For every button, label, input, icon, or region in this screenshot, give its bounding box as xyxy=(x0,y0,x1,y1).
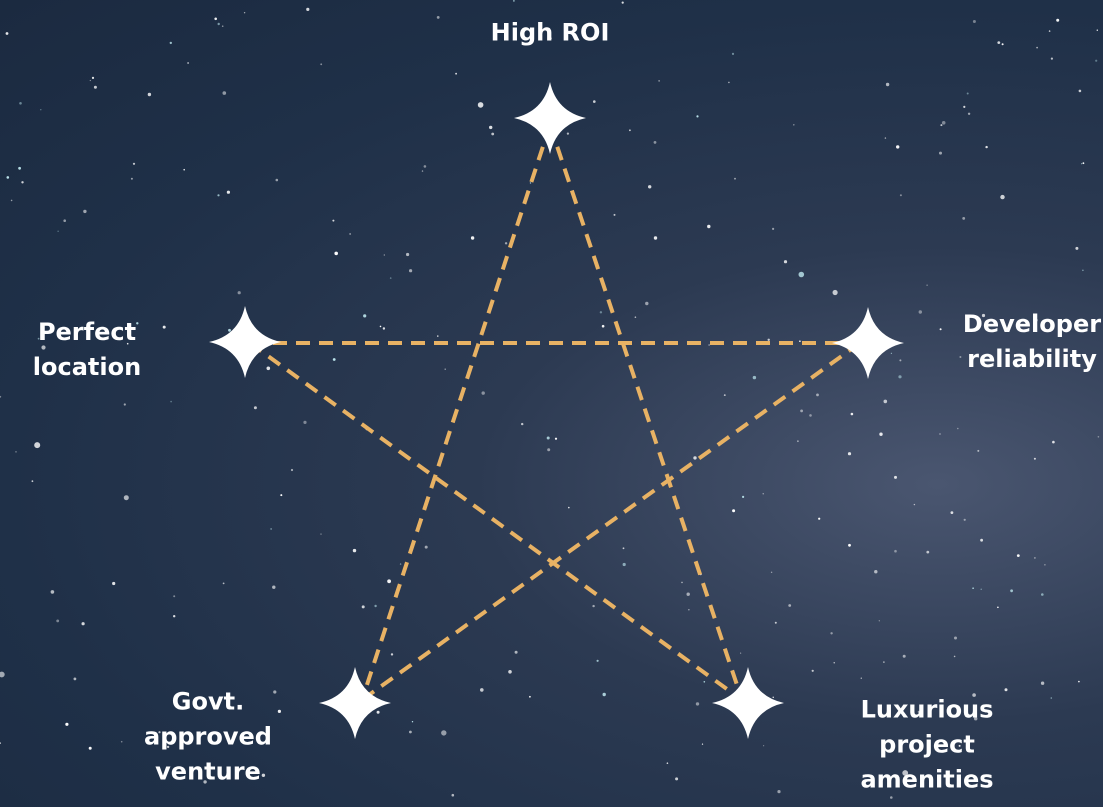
node-label: Govt. approved venture xyxy=(133,685,283,790)
node-label: Perfect location xyxy=(22,315,152,385)
diagram: High ROI Perfect location Developer reliab… xyxy=(0,0,1103,807)
node-label: High ROI xyxy=(450,16,650,51)
sparkle-star xyxy=(514,82,586,154)
sparkle-star xyxy=(712,667,784,739)
connector xyxy=(250,343,742,700)
dashed-lines xyxy=(250,125,860,700)
sparkle-star xyxy=(832,307,904,379)
connector xyxy=(550,125,742,700)
node-label: Luxurious project amenities xyxy=(842,693,1012,798)
sparkle-star xyxy=(209,306,281,378)
node-label: Developer reliability xyxy=(952,307,1103,377)
connector xyxy=(362,125,550,700)
sparkle-star xyxy=(319,667,391,739)
connector xyxy=(362,343,860,700)
